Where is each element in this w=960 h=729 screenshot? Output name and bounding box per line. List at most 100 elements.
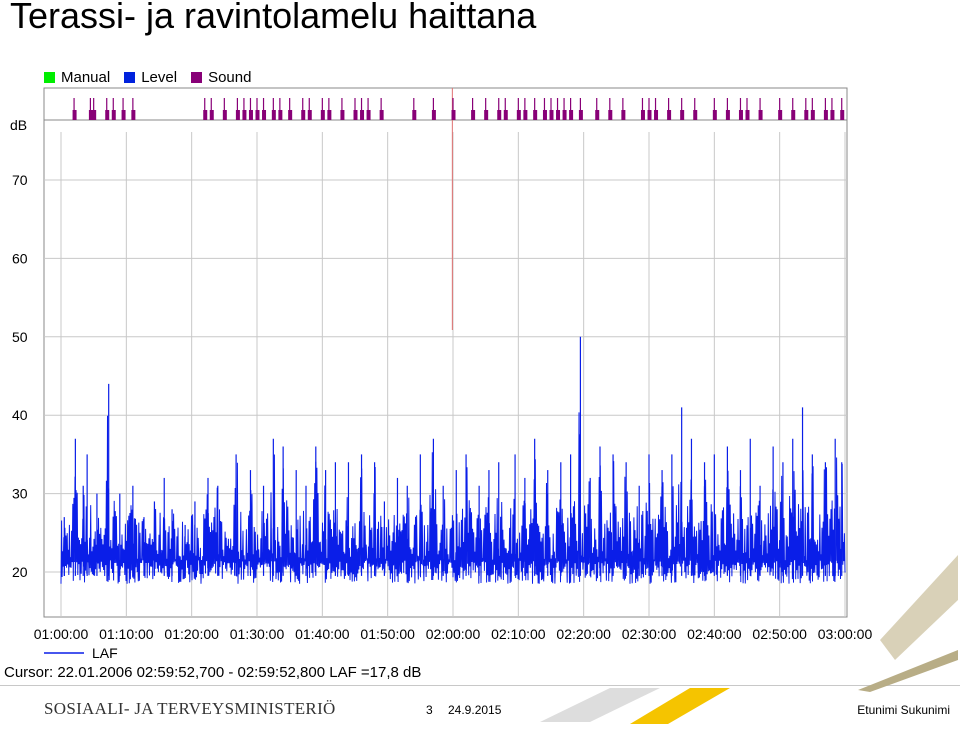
- sound-event-block: [235, 110, 240, 120]
- y-tick-label: 20: [12, 564, 28, 580]
- sound-event-block: [360, 110, 365, 120]
- sound-event-block: [608, 110, 613, 120]
- legend-swatch-sound: [191, 71, 203, 83]
- x-tick-label: 01:40:00: [295, 626, 350, 642]
- legend-item-manual[interactable]: Manual: [44, 69, 110, 86]
- author-name: Etunimi Sukunimi: [857, 703, 950, 717]
- sound-event-block: [745, 110, 750, 120]
- sound-event-block: [542, 110, 547, 120]
- sound-event-block: [111, 110, 116, 120]
- sound-event-block: [271, 110, 276, 120]
- sound-event-block: [203, 110, 208, 120]
- ministry-logo-text: SOSIAALI- JA TERVEYSMINISTERIÖ: [44, 699, 336, 718]
- sound-event-block: [647, 110, 652, 120]
- sound-event-block: [621, 110, 626, 120]
- sound-event-block: [72, 110, 77, 120]
- sound-event-block: [301, 110, 306, 120]
- sound-event-block: [810, 110, 815, 120]
- sound-event-block: [92, 110, 97, 120]
- x-tick-label: 02:30:00: [622, 626, 677, 642]
- page-number: 3: [426, 703, 433, 717]
- chart-legend: Manual Level Sound: [44, 68, 251, 86]
- y-tick-label: 70: [12, 172, 28, 188]
- x-tick-label: 03:00:00: [818, 626, 873, 642]
- sound-event-block: [562, 110, 567, 120]
- sound-event-block: [758, 110, 763, 120]
- sound-event-block: [412, 110, 417, 120]
- sound-event-block: [451, 110, 456, 120]
- sound-event-block: [654, 110, 659, 120]
- sound-event-block: [353, 110, 358, 120]
- y-axis-label: dB: [10, 117, 27, 133]
- sound-event-block: [725, 110, 730, 120]
- x-tick-label: 02:00:00: [426, 626, 481, 642]
- sound-event-block: [379, 110, 384, 120]
- sound-event-block: [131, 110, 136, 120]
- deco-stripe-grey: [540, 688, 660, 722]
- deco-stripe-mid: [858, 650, 958, 692]
- sound-event-block: [222, 110, 227, 120]
- slide-title: Terassi- ja ravintolamelu haittana: [10, 0, 537, 36]
- sound-event-block: [533, 110, 538, 120]
- x-tick-label: 01:00:00: [34, 626, 89, 642]
- legend-swatch-manual: [44, 71, 55, 83]
- legend-swatch-level: [124, 71, 136, 83]
- sound-event-block: [840, 110, 845, 120]
- sound-event-block: [255, 110, 260, 120]
- sound-event-block: [497, 110, 502, 120]
- legend-item-level[interactable]: Level: [124, 69, 177, 86]
- sound-event-block: [484, 110, 489, 120]
- x-tick-label: 01:50:00: [360, 626, 415, 642]
- sound-event-block: [307, 110, 312, 120]
- footer-divider: [0, 685, 960, 686]
- legend-item-sound[interactable]: Sound: [191, 69, 251, 86]
- legend-label-level: Level: [141, 68, 178, 86]
- sound-event-block: [693, 110, 698, 120]
- deco-stripe-top: [880, 555, 958, 660]
- sound-event-block: [778, 110, 783, 120]
- sound-event-block: [516, 110, 521, 120]
- sound-event-block: [105, 110, 110, 120]
- sound-event-block: [503, 110, 508, 120]
- sound-event-block: [278, 110, 283, 120]
- sound-event-block: [823, 110, 828, 120]
- sound-event-block: [569, 110, 574, 120]
- plot-frame: [43, 87, 848, 618]
- sound-event-block: [595, 110, 600, 120]
- slide-date: 24.9.2015: [448, 703, 502, 717]
- x-tick-label: 01:10:00: [99, 626, 154, 642]
- x-tick-label: 01:30:00: [230, 626, 285, 642]
- x-tick-label: 02:40:00: [687, 626, 742, 642]
- sound-event-block: [549, 110, 554, 120]
- x-tick-label: 02:10:00: [491, 626, 546, 642]
- sound-event-block: [209, 110, 214, 120]
- sound-event-block: [366, 110, 371, 120]
- sound-event-block: [340, 110, 345, 120]
- sound-event-block: [431, 110, 436, 120]
- x-tick-label: 01:20:00: [164, 626, 219, 642]
- sound-event-block: [248, 110, 253, 120]
- x-tick-label: 02:50:00: [752, 626, 807, 642]
- sound-event-block: [523, 110, 528, 120]
- legend-label-manual: Manual: [61, 68, 111, 86]
- sound-event-block: [262, 110, 267, 120]
- y-tick-label: 60: [12, 250, 28, 266]
- sound-event-block: [830, 110, 835, 120]
- y-tick-label: 40: [12, 407, 28, 423]
- sound-event-block: [327, 110, 332, 120]
- deco-stripe-yellow: [630, 688, 730, 724]
- sound-event-block: [288, 110, 293, 120]
- x-tick-label: 02:20:00: [556, 626, 611, 642]
- sound-event-block: [791, 110, 796, 120]
- laf-legend-label: LAF: [92, 645, 118, 661]
- sound-event-block: [121, 110, 126, 120]
- sound-event-block: [804, 110, 809, 120]
- sound-event-block: [640, 110, 645, 120]
- sound-event-block: [712, 110, 717, 120]
- sound-event-block: [242, 110, 247, 120]
- sound-event-block: [667, 110, 672, 120]
- cursor-readout: Cursor: 22.01.2006 02:59:52,700 - 02:59:…: [4, 664, 422, 681]
- y-tick-label: 30: [12, 486, 28, 502]
